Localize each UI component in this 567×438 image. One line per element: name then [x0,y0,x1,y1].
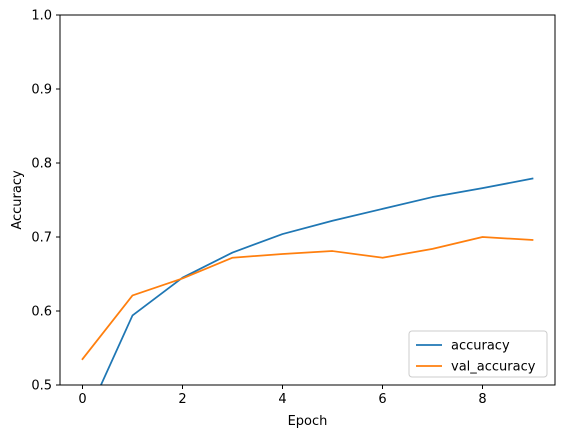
series-layer [81,177,534,385]
y-tick-label: 0.6 [31,305,52,320]
x-tick-label: 4 [278,392,286,407]
x-tick-label: 8 [478,392,486,407]
y-tick-label: 0.8 [31,157,52,172]
series-line-accuracy [99,177,534,385]
y-axis: 0.5 0.6 0.7 0.8 0.9 1.0 [31,9,60,394]
legend-box [408,330,548,378]
y-tick-label: 0.5 [31,379,52,394]
legend: accuracy val_accuracy [408,330,548,378]
x-tick-label: 2 [178,392,186,407]
legend-label: accuracy [451,339,510,354]
series-line-val-accuracy [81,236,534,361]
legend-label: val_accuracy [451,360,536,375]
y-tick-label: 0.7 [31,231,52,246]
y-axis-label: Accuracy [10,170,25,230]
x-tick-label: 0 [78,392,86,407]
x-tick-label: 6 [378,392,386,407]
x-axis-label: Epoch [288,414,328,429]
y-tick-label: 1.0 [31,9,52,24]
y-tick-label: 0.9 [31,83,52,98]
plot-frame [59,14,556,386]
x-axis: 0 2 4 6 8 [78,385,487,407]
